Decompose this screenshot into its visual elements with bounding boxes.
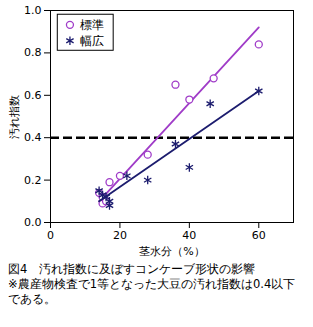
svg-text:汚れ指数: 汚れ指数 [8,95,21,139]
svg-text:標準: 標準 [80,18,104,32]
svg-text:0: 0 [47,229,54,242]
svg-text:1.0: 1.0 [24,4,42,17]
svg-text:0.6: 0.6 [24,89,42,102]
svg-text:40: 40 [182,229,196,242]
svg-text:茎水分（%）: 茎水分（%） [139,245,204,258]
svg-text:0.4: 0.4 [24,131,42,144]
svg-text:0.8: 0.8 [24,46,42,59]
svg-text:0.2: 0.2 [24,174,42,187]
svg-text:0.0: 0.0 [24,216,42,229]
html-text:図4 汚れ指数に及ぼすコンケーブ形状の影響: 図4 汚れ指数に及ぼすコンケーブ形状の影響 [8,262,256,276]
html-text:※農産物検査で1等となった大豆の汚れ指数は0.4以下である。: ※農産物検査で1等となった大豆の汚れ指数は0.4以下である。 [8,277,296,306]
svg-text:幅広: 幅広 [80,34,104,48]
svg-text:20: 20 [113,229,127,242]
svg-text:60: 60 [252,229,266,242]
